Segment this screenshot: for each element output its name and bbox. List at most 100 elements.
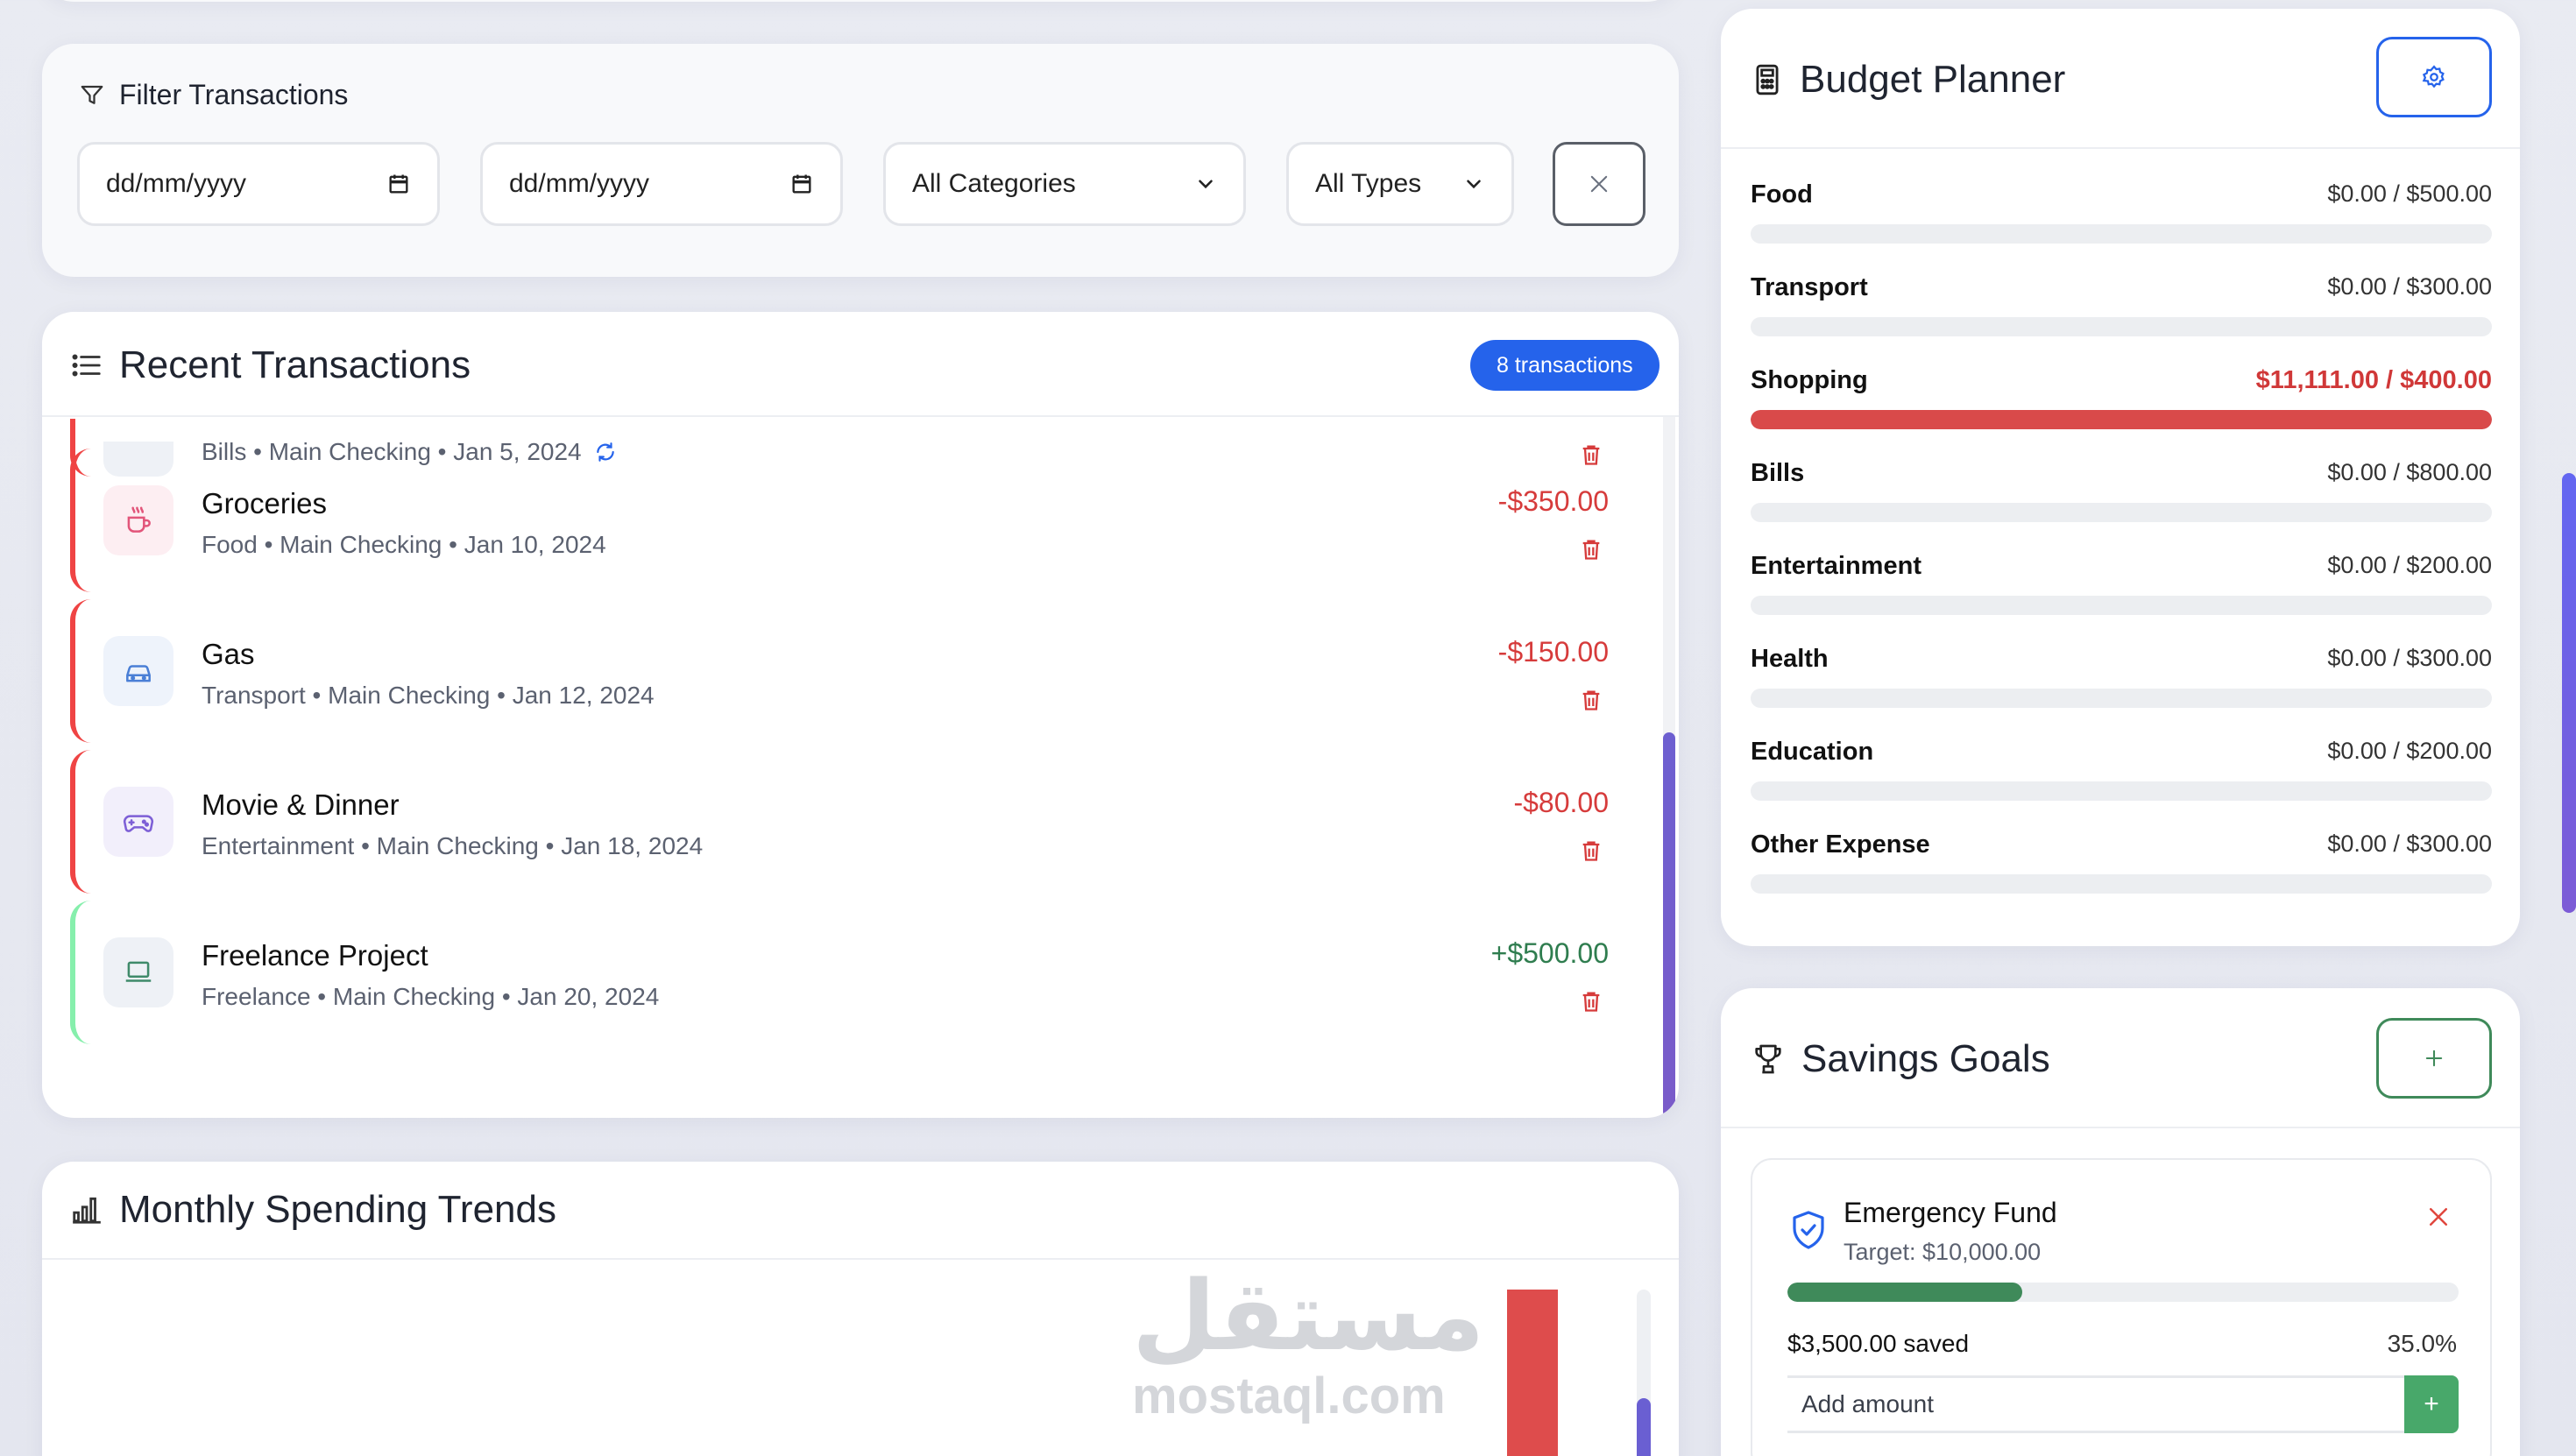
- budget-progress-track: [1751, 689, 2492, 708]
- transactions-title-text: Recent Transactions: [119, 343, 471, 386]
- chevron-down-icon: [1467, 180, 1481, 189]
- coffee-cup-icon: [103, 485, 173, 555]
- transaction-row[interactable]: Groceries Food • Main Checking • Jan 10,…: [70, 449, 1630, 592]
- savings-goals-card: Savings Goals Emergency Fund Target: $10…: [1721, 988, 2520, 1456]
- date-from-value: dd/mm/yyyy: [106, 169, 247, 198]
- budget-category-name: Bills: [1751, 459, 1805, 487]
- watermark-latin: mostaql.com: [1132, 1368, 1446, 1424]
- close-icon: [1590, 175, 1608, 193]
- savings-title-text: Savings Goals: [1801, 1037, 2050, 1080]
- goal-progress-track: [1787, 1283, 2459, 1302]
- goal-name: Emergency Fund: [1844, 1197, 2057, 1228]
- goal-saved-amount: $3,500.00 saved: [1787, 1330, 1970, 1357]
- budget-row-entertainment: Entertainment $0.00 / $200.00: [1751, 552, 2492, 624]
- transaction-amount: -$350.00: [1497, 485, 1609, 517]
- trash-icon[interactable]: [1579, 687, 1603, 713]
- budget-category-value: $0.00 / $200.00: [2327, 552, 2492, 578]
- transactions-header: Recent Transactions 8 transactions: [42, 312, 1679, 417]
- goal-progress-fill: [1787, 1283, 2023, 1302]
- budget-progress-track: [1751, 596, 2492, 615]
- transaction-meta: Freelance • Main Checking • Jan 20, 2024: [202, 983, 660, 1010]
- trash-icon[interactable]: [1579, 988, 1603, 1014]
- transaction-name: Groceries: [202, 487, 328, 519]
- filter-icon: [81, 85, 103, 104]
- gamepad-icon: [103, 787, 173, 857]
- transaction-row[interactable]: Bills • Main Checking • Jan 5, 2024: [70, 419, 1630, 477]
- calendar-icon[interactable]: [789, 172, 814, 196]
- trends-header: Monthly Spending Trends: [42, 1162, 1679, 1260]
- trash-icon[interactable]: [1579, 442, 1603, 468]
- budget-category-value: $0.00 / $200.00: [2327, 738, 2492, 764]
- calculator-icon: [1756, 64, 1779, 95]
- transaction-amount: -$150.00: [1497, 636, 1609, 668]
- budget-category-value: $0.00 / $300.00: [2327, 830, 2492, 857]
- transactions-title: Recent Transactions: [70, 343, 471, 387]
- transaction-meta: Food • Main Checking • Jan 10, 2024: [202, 531, 606, 558]
- previous-card-edge: [42, 0, 1679, 2]
- recurring-icon: [596, 442, 614, 462]
- spending-bar: [1507, 1290, 1558, 1456]
- chevron-down-icon: [1199, 180, 1213, 189]
- page-scrollbar-thumb[interactable]: [2562, 473, 2576, 913]
- close-icon[interactable]: [2425, 1204, 2452, 1230]
- budget-category-name: Entertainment: [1751, 552, 1921, 580]
- trends-title: Monthly Spending Trends: [70, 1188, 556, 1232]
- add-amount-placeholder: Add amount: [1801, 1390, 1934, 1417]
- transaction-count-badge: 8 transactions: [1470, 340, 1660, 391]
- transaction-meta: Bills • Main Checking • Jan 5, 2024: [202, 438, 617, 466]
- trophy-icon: [1755, 1044, 1781, 1074]
- budget-category-name: Shopping: [1751, 366, 1868, 394]
- category-select[interactable]: All Categories: [883, 142, 1246, 226]
- chart-scrollbar-thumb[interactable]: [1637, 1398, 1651, 1456]
- budget-category-value: $0.00 / $300.00: [2327, 273, 2492, 300]
- budget-category-value: $11,111.00 / $400.00: [2255, 366, 2492, 394]
- budget-category-value: $0.00 / $800.00: [2327, 459, 2492, 485]
- date-to-input[interactable]: dd/mm/yyyy: [480, 142, 843, 226]
- trash-icon[interactable]: [1579, 536, 1603, 562]
- car-icon: [103, 636, 173, 706]
- budget-planner-card: Budget Planner Food $0.00 / $500.00 Tran…: [1721, 9, 2520, 946]
- budget-row-transport: Transport $0.00 / $300.00: [1751, 273, 2492, 345]
- budget-row-food: Food $0.00 / $500.00: [1751, 180, 2492, 252]
- add-goal-button[interactable]: [2376, 1018, 2492, 1099]
- budget-category-name: Other Expense: [1751, 830, 1930, 859]
- budget-category-value: $0.00 / $300.00: [2327, 645, 2492, 671]
- transaction-row[interactable]: Movie & Dinner Entertainment • Main Chec…: [70, 750, 1630, 894]
- budget-row-education: Education $0.00 / $200.00: [1751, 738, 2492, 809]
- add-amount-input[interactable]: Add amount: [1787, 1375, 2406, 1433]
- recent-transactions-card: Recent Transactions 8 transactions Bills…: [42, 312, 1679, 1118]
- transaction-row[interactable]: Freelance Project Freelance • Main Check…: [70, 901, 1630, 1044]
- list-icon: [72, 354, 101, 377]
- trash-icon[interactable]: [1579, 838, 1603, 864]
- goal-target: Target: $10,000.00: [1844, 1239, 2042, 1265]
- budget-progress-track: [1751, 410, 2492, 429]
- budget-progress-fill: [1751, 410, 2492, 429]
- date-from-input[interactable]: dd/mm/yyyy: [77, 142, 440, 226]
- budget-settings-button[interactable]: [2376, 37, 2492, 117]
- plus-icon: [2425, 1050, 2443, 1067]
- budget-title: Budget Planner: [1751, 58, 2065, 102]
- transaction-row[interactable]: Gas Transport • Main Checking • Jan 12, …: [70, 599, 1630, 743]
- savings-goal-item: Emergency Fund Target: $10,000.00 $3,500…: [1751, 1158, 2492, 1456]
- budget-category-value: $0.00 / $500.00: [2327, 180, 2492, 207]
- calendar-icon[interactable]: [386, 172, 411, 196]
- type-select[interactable]: All Types: [1286, 142, 1514, 226]
- filter-transactions-card: Filter Transactions dd/mm/yyyy dd/mm/yyy…: [42, 44, 1679, 277]
- budget-progress-track: [1751, 224, 2492, 244]
- filter-title-text: Filter Transactions: [119, 79, 349, 110]
- budget-progress-track: [1751, 781, 2492, 801]
- transactions-scrollbar-thumb[interactable]: [1663, 732, 1675, 1118]
- transactions-list[interactable]: Bills • Main Checking • Jan 5, 2024 Groc…: [42, 419, 1660, 1118]
- shield-check-icon: [1793, 1211, 1824, 1249]
- budget-row-health: Health $0.00 / $300.00: [1751, 645, 2492, 717]
- budget-row-bills: Bills $0.00 / $800.00: [1751, 459, 2492, 531]
- budget-progress-track: [1751, 317, 2492, 336]
- date-to-value: dd/mm/yyyy: [509, 169, 650, 198]
- budget-progress-track: [1751, 874, 2492, 894]
- budget-category-name: Food: [1751, 180, 1813, 209]
- transaction-amount: -$80.00: [1513, 787, 1609, 818]
- category-select-value: All Categories: [912, 169, 1076, 198]
- budget-category-name: Transport: [1751, 273, 1868, 301]
- add-amount-button[interactable]: +: [2404, 1375, 2459, 1433]
- clear-filters-button[interactable]: [1553, 142, 1645, 226]
